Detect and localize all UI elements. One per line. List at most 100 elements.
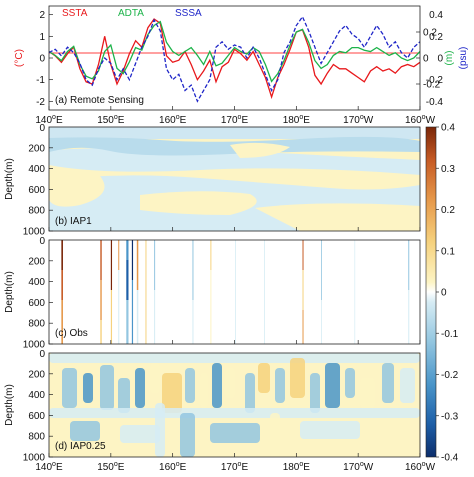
iap025-patch: [150, 363, 160, 393]
iap025-patch: [200, 373, 208, 408]
panel-b-cell: [49, 127, 420, 139]
depth-tick-label: 800: [28, 432, 45, 443]
colorbar-tick-label: 0.3: [441, 164, 455, 175]
panel-c-stripes: [61, 240, 410, 344]
iap025-patch: [212, 363, 222, 408]
depth-tick-label: 800: [28, 206, 45, 217]
depth-tick-label: 200: [28, 369, 45, 380]
colorbar-tick-label: -0.2: [441, 370, 459, 381]
longitude-ticks: 140oE 140oE 150oE 150oE 160oE 160oE 170oE 170oE…: [35, 106, 436, 473]
colorbar-tick-label: -0.3: [441, 411, 459, 422]
right-axis-label-m: (m): [444, 51, 455, 66]
iap025-patch: [310, 373, 320, 413]
iap025-patch: [155, 403, 165, 457]
colorbar-tick-label: 0.4: [441, 123, 455, 134]
panel-c-heatmap: [49, 240, 420, 344]
iap025-patch: [360, 378, 375, 408]
right-axis-psu-tick-label: 0.4: [429, 10, 443, 21]
colorbar-gradient: [425, 126, 437, 458]
iap025-patch: [100, 365, 114, 410]
obs-stripe: [100, 240, 102, 280]
depth-tick-label: 200: [28, 143, 45, 154]
obs-stripe: [210, 240, 212, 270]
longitude-tick-label: 180oE: [283, 461, 311, 472]
obs-stripe: [131, 280, 134, 344]
depth-ticks: 0200400600800100002004006008001000020040…: [23, 123, 53, 464]
left-axis-label: (°C): [14, 49, 25, 67]
obs-stripe: [302, 310, 304, 344]
panel-d-blobs: [49, 353, 420, 457]
depth-tick-label: 0: [39, 349, 45, 360]
panel-b-cell: [49, 169, 105, 207]
panel-b-cell: [230, 142, 290, 158]
iap025-patch: [120, 425, 160, 443]
iap025-patch: [290, 358, 305, 398]
panel-b: (b) IAP1: [48, 126, 421, 232]
panel-c-label: (c) Obs: [55, 328, 88, 339]
legend-ssta: SSTA: [62, 8, 88, 19]
longitude-tick-label: 170oW: [343, 114, 374, 126]
iap025-patch: [135, 368, 145, 408]
obs-stripe: [61, 270, 63, 300]
legend-adta: ADTA: [118, 8, 144, 19]
iap025-patch: [49, 408, 420, 418]
panel-a: 210-1-20.20-0.20.40.20-0.2-0.4 SSTA ADTA…: [14, 5, 469, 111]
obs-stripe: [154, 240, 156, 290]
iap025-patch: [345, 368, 355, 398]
iap025-patch: [275, 368, 285, 403]
obs-stripe: [321, 240, 322, 300]
depth-axis-label-c: Depth(m): [4, 271, 15, 313]
obs-stripe: [302, 270, 304, 310]
panel-a-ticks: 210-1-20.20-0.20.40.20-0.2-0.4: [36, 10, 443, 108]
longitude-tick-label: 160oE: [159, 461, 187, 472]
obs-stripe: [264, 240, 265, 344]
iap025-patch: [245, 373, 255, 413]
panel-b-cell: [140, 191, 257, 215]
colorbar-tick-label: 0: [441, 288, 447, 299]
iap025-patch: [180, 413, 195, 457]
iap025-patch: [185, 368, 195, 403]
depth-tick-label: 400: [28, 164, 45, 175]
obs-stripe: [131, 240, 134, 280]
panel-d-label: (d) IAP0.25: [55, 441, 106, 452]
longitude-tick-label: 180oE: [283, 114, 311, 126]
iap025-patch: [382, 363, 394, 403]
depth-tick-label: 0: [39, 236, 45, 247]
obs-stripe: [235, 240, 236, 344]
obs-stripe: [192, 240, 194, 300]
iap025-patch: [300, 421, 360, 439]
obs-stripe: [145, 240, 147, 344]
obs-stripe: [126, 300, 129, 344]
panel-a-background: [49, 6, 420, 110]
right-axis-psu-tick-label: 0.2: [429, 32, 443, 43]
iap025-patch: [400, 368, 415, 403]
depth-tick-label: 1000: [23, 340, 46, 351]
left-axis-tick-label: 2: [39, 10, 45, 21]
iap025-patch: [210, 423, 260, 443]
longitude-tick-label: 160oW: [405, 114, 436, 126]
depth-tick-label: 1000: [23, 453, 46, 464]
left-axis-tick-label: -1: [36, 75, 45, 86]
depth-tick-label: 800: [28, 319, 45, 330]
depth-tick-label: 0: [39, 123, 45, 134]
obs-stripe: [110, 290, 113, 344]
obs-stripe: [154, 290, 156, 344]
longitude-tick-label: 150oE: [97, 114, 125, 126]
colorbar-tick-label: -0.4: [441, 453, 459, 464]
longitude-tick-label: 160oW: [405, 461, 436, 472]
panel-d: (d) IAP0.25: [48, 352, 421, 458]
right-axis-m-tick-label: 0.2: [423, 28, 437, 39]
colorbar-ticks: 0.4 0.3 0.2 0.1 0 -0.1 -0.2 -0.3 -0.4: [436, 123, 459, 464]
depth-axis-label-b: Depth(m): [4, 158, 15, 200]
panel-b-cell: [255, 203, 420, 231]
series-line-sssa: [49, 15, 420, 103]
depth-tick-label: 600: [28, 185, 45, 196]
longitude-tick-label: 140oE: [35, 114, 63, 126]
panel-d-heatmap: [49, 353, 420, 457]
iap025-patch: [62, 368, 77, 408]
obs-stripe: [192, 300, 194, 344]
colorbar-tick-label: 0.1: [441, 246, 455, 257]
panel-b-heatmap: [49, 127, 420, 231]
depth-tick-label: 600: [28, 411, 45, 422]
